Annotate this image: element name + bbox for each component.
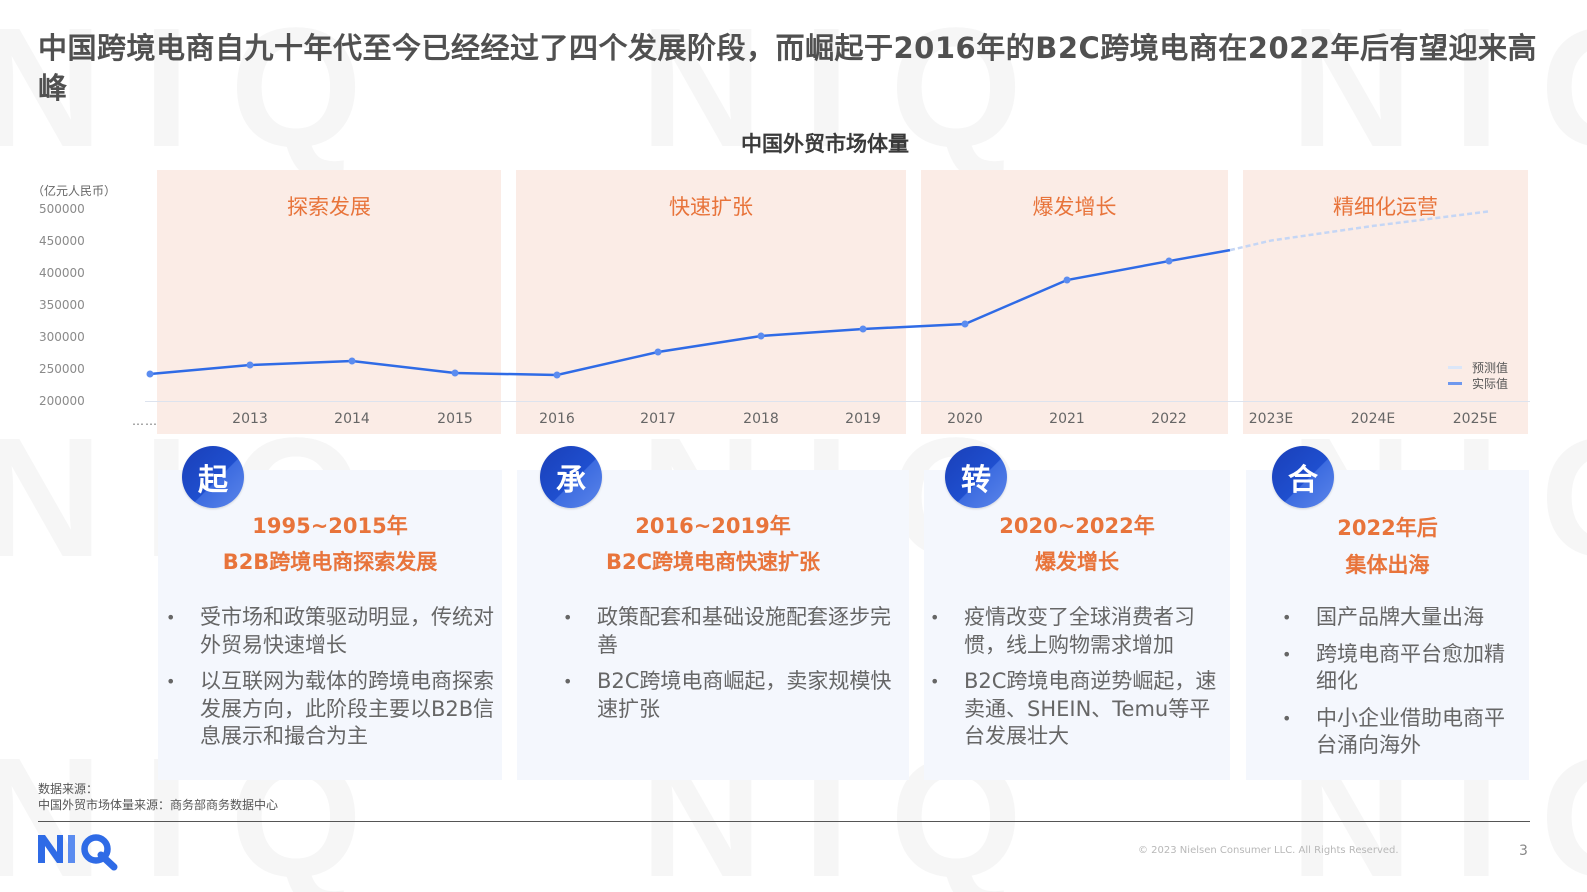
badge-he-icon: 合 [1272,446,1334,508]
y-tick: 500000 [39,202,85,216]
x-tick: 2016 [539,411,575,427]
forecast-line-series [1229,210,1491,252]
niq-logo-icon [38,834,118,871]
data-point [961,320,969,328]
card-period: 2022年后 [1337,516,1438,540]
card-bullet: 受市场和政策驱动明显，传统对外贸易快速增长 [166,604,496,659]
phase-band-explosion [921,170,1228,434]
y-tick: 400000 [39,266,85,280]
legend-item-actual: 实际值 [1448,375,1508,391]
y-axis-unit: （亿元人民币） [32,184,117,198]
phase-card-qi: 1995~2015年 B2B跨境电商探索发展 受市场和政策驱动明显，传统对外贸易… [158,470,502,780]
data-point [859,325,867,333]
phase-band-expansion [516,170,906,434]
x-tick: 2017 [640,411,676,427]
y-tick: 350000 [39,298,85,312]
data-source: 数据来源： 中国外贸市场体量来源：商务部商务数据中心 [38,781,278,813]
card-bullet: 疫情改变了全球消费者习惯，线上购物需求增加 [930,604,1228,659]
card-bullet: 中小企业借助电商平台涌向海外 [1282,705,1522,760]
niq-logo [36,830,122,876]
card-bullet: 国产品牌大量出海 [1282,604,1522,632]
card-bullet: 政策配套和基础设施配套逐步完善 [563,604,893,659]
x-tick: 2024E [1350,411,1396,427]
data-point [146,370,154,378]
badge-cheng-icon: 承 [540,446,602,508]
card-bullet-list: 政策配套和基础设施配套逐步完善 B2C跨境电商崛起，卖家规模快速扩张 [563,604,893,732]
x-tick: 2021 [1049,411,1085,427]
x-tick: 2019 [845,411,881,427]
phase-band-exploration [157,170,501,434]
x-tick-ellipsis: …… [132,414,158,428]
y-tick: 200000 [39,394,85,408]
card-heading: 集体出海 [1345,553,1430,577]
phase-card-zhuan: 2020~2022年 爆发增长 疫情改变了全球消费者习惯，线上购物需求增加 B2… [924,470,1230,780]
chart-title: 中国外贸市场体量 [741,132,909,156]
copyright-text: © 2023 Nielsen Consumer LLC. All Rights … [1138,845,1399,856]
phase-label: 精细化运营 [1333,195,1438,219]
phase-card-cheng: 2016~2019年 B2C跨境电商快速扩张 政策配套和基础设施配套逐步完善 B… [517,470,909,780]
card-bullet: B2C跨境电商逆势崛起，速卖通、SHEIN、Temu等平台发展壮大 [930,668,1228,751]
footer-divider [38,821,1530,822]
data-point [246,361,254,369]
x-tick: 2014 [334,411,370,427]
card-bullet: B2C跨境电商崛起，卖家规模快速扩张 [563,668,893,723]
legend-item-forecast: 预测值 [1448,359,1508,375]
card-bullet: 以互联网为载体的跨境电商探索发展方向，此阶段主要以B2B信息展示和撮合为主 [166,668,496,751]
phase-label: 爆发增长 [1032,195,1117,219]
legend-label: 实际值 [1472,376,1509,391]
x-axis-line [145,401,1530,402]
card-bullet-list: 受市场和政策驱动明显，传统对外贸易快速增长 以互联网为载体的跨境电商探索发展方向… [166,604,496,760]
y-tick: 300000 [39,330,85,344]
card-heading: 爆发增长 [1035,550,1119,574]
phase-card-he: 2022年后 集体出海 国产品牌大量出海 跨境电商平台愈加精细化 中小企业借助电… [1246,470,1529,780]
source-text: 中国外贸市场体量来源：商务部商务数据中心 [38,798,279,812]
badge-qi-icon: 起 [182,446,244,508]
x-tick: 2015 [437,411,473,427]
data-point [553,371,561,379]
data-point [348,357,356,365]
card-bullet-list: 疫情改变了全球消费者习惯，线上购物需求增加 B2C跨境电商逆势崛起，速卖通、SH… [930,604,1228,760]
phase-label: 探索发展 [287,195,371,219]
legend-swatch-forecast [1448,365,1462,369]
data-point [757,332,765,340]
x-tick: 2020 [947,411,983,427]
data-point [1063,276,1071,284]
page-number: 3 [1519,843,1528,859]
data-point [654,348,662,356]
y-tick: 450000 [39,234,85,248]
card-period: 2020~2022年 [999,514,1155,538]
card-bullet-list: 国产品牌大量出海 跨境电商平台愈加精细化 中小企业借助电商平台涌向海外 [1282,604,1522,769]
card-heading: B2C跨境电商快速扩张 [605,550,821,574]
legend-label: 预测值 [1472,360,1509,375]
badge-zhuan-icon: 转 [945,446,1007,508]
legend-swatch-actual [1448,381,1462,385]
card-period: 1995~2015年 [252,514,408,538]
x-tick: 2013 [232,411,268,427]
phase-band-refinement [1243,170,1528,434]
page-title: 中国跨境电商自九十年代至今已经经过了四个发展阶段，而崛起于2016年的B2C跨境… [38,31,1537,105]
data-point [451,369,459,377]
x-tick: 2022 [1151,411,1187,427]
actual-line-series [146,248,1231,379]
x-tick: 2025E [1452,411,1498,427]
chart-legend: 预测值 实际值 [1448,359,1508,391]
card-bullet: 跨境电商平台愈加精细化 [1282,641,1522,696]
phase-label: 快速扩张 [669,195,753,219]
card-period: 2016~2019年 [635,514,791,538]
card-heading: B2B跨境电商探索发展 [222,550,438,574]
x-tick: 2023E [1248,411,1294,427]
source-label: 数据来源： [38,782,99,796]
data-point [1165,257,1173,265]
y-tick: 250000 [39,362,85,376]
x-tick: 2018 [743,411,779,427]
